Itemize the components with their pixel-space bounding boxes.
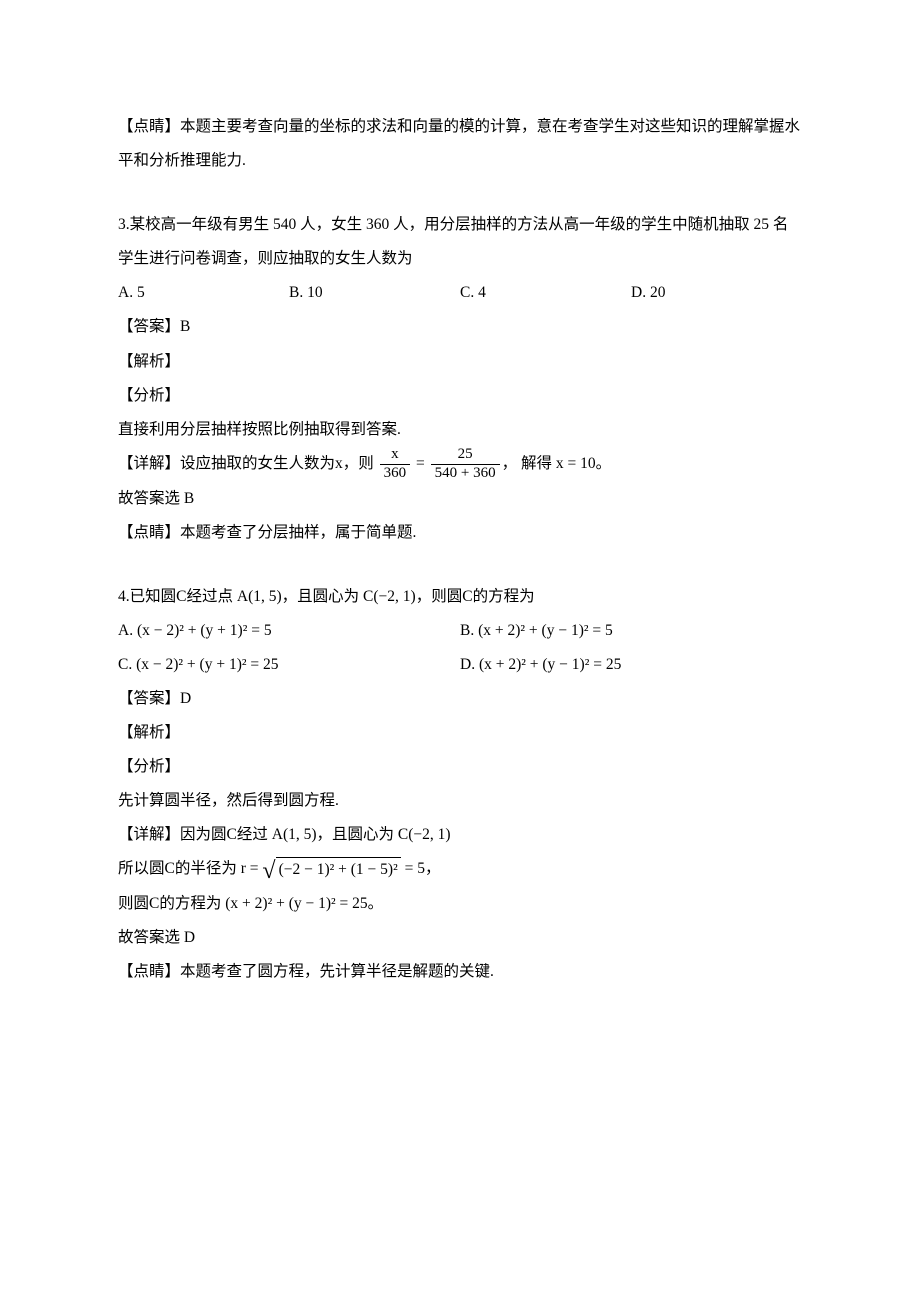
q4-stem1: 4.已知圆: [118, 588, 176, 605]
q4-sqrt: √(−2 − 1)² + (1 − 5)²: [262, 853, 400, 887]
q4-A: A(1, 5): [237, 588, 282, 605]
q4-options-row2: C. (x − 2)² + (y + 1)² = 25 D. (x + 2)² …: [118, 648, 802, 682]
q4-Cctr-2: C(−2, 1): [398, 826, 451, 843]
q3-detail-head: 【详解】设应抽取的女生人数为: [118, 455, 335, 472]
q4-opt-d: D. (x + 2)² + (y − 1)² = 25: [460, 648, 802, 682]
q3-fenxi: 【分析】: [118, 379, 802, 413]
q4-jiexi: 【解析】: [118, 716, 802, 750]
q3-frac1-den: 360: [380, 465, 411, 482]
q4-radius-line2: 的半径为: [175, 860, 237, 877]
q3-answer: 【答案】B: [118, 310, 802, 344]
q4-C-3: C: [227, 826, 237, 843]
q4-A-2: A(1, 5): [272, 826, 317, 843]
q3-remark: 【点睛】本题考查了分层抽样，属于简单题.: [118, 516, 802, 550]
q4-eq-period: 。: [368, 895, 384, 912]
q2-remark: 【点睛】本题主要考查向量的坐标的求法和向量的模的计算，意在考查学生对这些知识的理…: [118, 110, 802, 178]
q4-C-5: C: [149, 895, 159, 912]
q4-Cctr: C(−2, 1): [363, 588, 416, 605]
q3-opt-b: B. 10: [289, 276, 460, 310]
q4-opt-a: A. (x − 2)² + (y + 1)² = 5: [118, 614, 460, 648]
q4-stem5: 的方程为: [473, 588, 535, 605]
q3-options: A. 5 B. 10 C. 4 D. 20: [118, 276, 802, 310]
q3-solve: x = 10: [556, 455, 596, 472]
q4-r-eq-rhs: = 5: [405, 860, 425, 877]
q3-jiexi: 【解析】: [118, 345, 802, 379]
q3-detail-mid1: ，则: [343, 455, 374, 472]
q4-detail-head: 【详解】因为圆: [118, 826, 227, 843]
q3-fenxi-body: 直接利用分层抽样按照比例抽取得到答案.: [118, 413, 802, 447]
q3-frac1-num: x: [380, 447, 411, 465]
q4-r-eq: r =: [241, 860, 259, 877]
q4-stem: 4.已知圆C经过点 A(1, 5)，且圆心为 C(−2, 1)，则圆C的方程为: [118, 580, 802, 614]
q3-frac1: x 360: [380, 447, 411, 482]
q4-eq-line: 则圆C的方程为 (x + 2)² + (y − 1)² = 25。: [118, 887, 802, 921]
q4-fenxi: 【分析】: [118, 750, 802, 784]
q4-fenxi-body: 先计算圆半径，然后得到圆方程.: [118, 784, 802, 818]
q4-r-comma: ，: [425, 860, 441, 877]
q3-opt-a: A. 5: [118, 276, 289, 310]
q4-C-2: C: [462, 588, 472, 605]
sqrt-sign: √: [262, 859, 275, 883]
q4-opt-b: B. (x + 2)² + (y − 1)² = 5: [460, 614, 802, 648]
q4-select: 故答案选 D: [118, 921, 802, 955]
q3-var-x: x: [335, 455, 343, 472]
document-page: 【点睛】本题主要考查向量的坐标的求法和向量的模的计算，意在考查学生对这些知识的理…: [0, 0, 920, 1302]
q3-stem: 3.某校高一年级有男生 540 人，女生 360 人，用分层抽样的方法从高一年级…: [118, 208, 802, 276]
q4-radius-line: 所以圆C的半径为 r = √(−2 − 1)² + (1 − 5)² = 5，: [118, 852, 802, 886]
q4-stem2: 经过点: [186, 588, 233, 605]
q4-detail-mid2: ，且圆心为: [317, 826, 395, 843]
q4-eq-line1: 则圆: [118, 895, 149, 912]
q3-select: 故答案选 B: [118, 482, 802, 516]
q4-stem3: ，且圆心为: [282, 588, 360, 605]
q4-eq-expr: (x + 2)² + (y − 1)² = 25: [225, 895, 367, 912]
q4-detail-mid1: 经过: [237, 826, 268, 843]
spacer: [118, 178, 802, 208]
q3-detail: 【详解】设应抽取的女生人数为x，则 x 360 = 25 540 + 360 ，…: [118, 447, 802, 482]
q4-eq-line2: 的方程为: [159, 895, 221, 912]
q4-opt-c: C. (x − 2)² + (y + 1)² = 25: [118, 648, 460, 682]
q3-frac2: 25 540 + 360: [431, 447, 500, 482]
q3-opt-c: C. 4: [460, 276, 631, 310]
q4-radius-line1: 所以圆: [118, 860, 165, 877]
q4-answer: 【答案】D: [118, 682, 802, 716]
q4-C-1: C: [176, 588, 186, 605]
q4-rad: (−2 − 1)² + (1 − 5)²: [276, 857, 401, 883]
q3-opt-d: D. 20: [631, 276, 802, 310]
q4-C-4: C: [165, 860, 175, 877]
spacer: [118, 550, 802, 580]
q4-stem4: ，则圆: [416, 588, 463, 605]
q4-detail: 【详解】因为圆C经过 A(1, 5)，且圆心为 C(−2, 1): [118, 818, 802, 852]
q4-remark: 【点睛】本题考查了圆方程，先计算半径是解题的关键.: [118, 955, 802, 989]
q3-period: 。: [596, 455, 612, 472]
q4-options-row1: A. (x − 2)² + (y + 1)² = 5 B. (x + 2)² +…: [118, 614, 802, 648]
q3-frac2-den: 540 + 360: [431, 465, 500, 482]
q3-frac2-num: 25: [431, 447, 500, 465]
q3-detail-mid2: ， 解得: [502, 455, 552, 472]
q3-eq: =: [416, 455, 425, 472]
